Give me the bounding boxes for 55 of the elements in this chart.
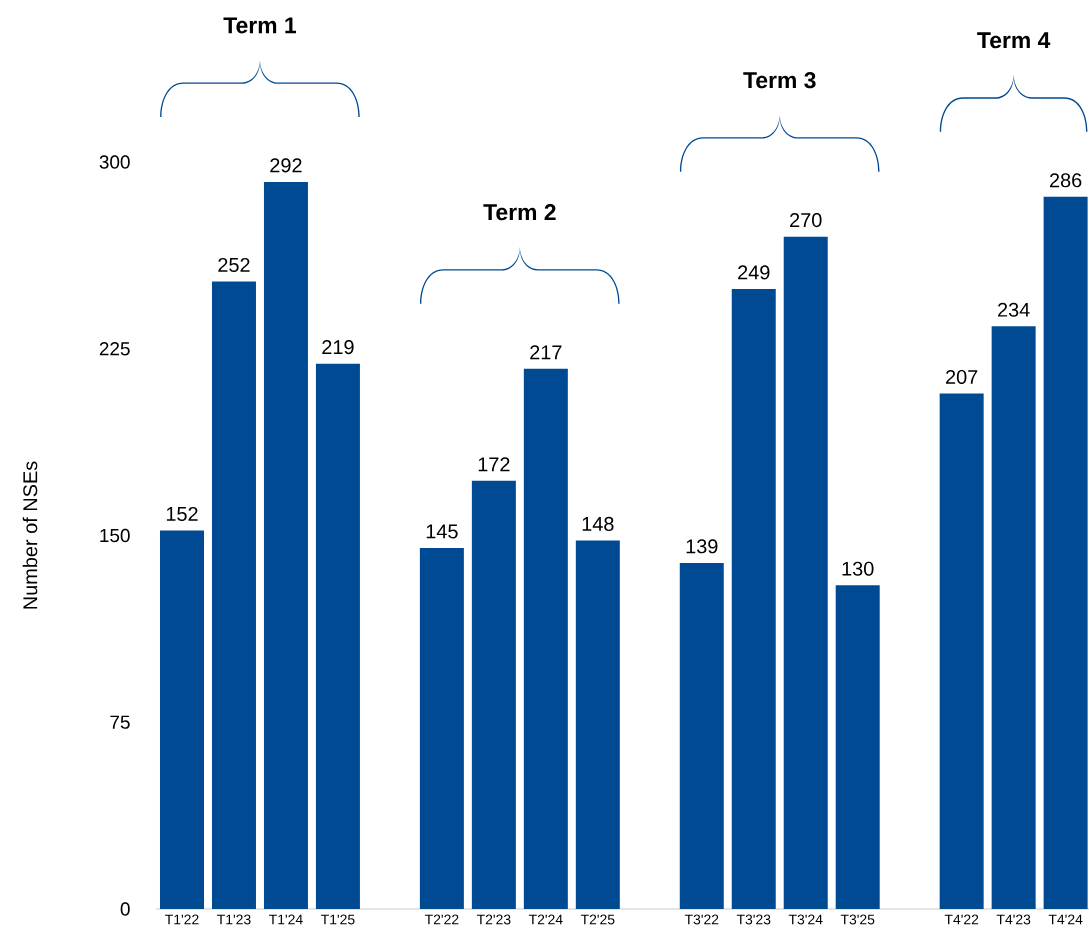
text: Term 3 [743, 72, 816, 89]
data-label: 139 [686, 539, 718, 554]
x-tick-label: T1'25 [321, 914, 355, 925]
x-tick-label: T4'24 [1048, 914, 1083, 925]
x-tick-label: T2'24 [528, 914, 563, 925]
bar [1043, 196, 1088, 909]
bar [471, 480, 516, 909]
x-tick-label: T2'25 [580, 914, 615, 925]
data-label: 152 [166, 506, 198, 521]
text: Term 1 [223, 17, 297, 34]
data-label: 130 [842, 561, 874, 576]
y-axis-title: Number of NSEs [22, 461, 38, 609]
y-tick-label: 0 [120, 902, 130, 916]
data-label: 217 [530, 345, 562, 360]
data-label: 292 [270, 158, 302, 173]
x-tick-label: T3'22 [684, 914, 719, 925]
x-tick-label: T2'22 [424, 914, 459, 925]
bar [991, 326, 1036, 909]
x-tick-label: T3'23 [736, 914, 771, 925]
data-label: 145 [426, 524, 458, 539]
y-tick-label: 150 [100, 528, 130, 543]
data-label: 219 [322, 340, 354, 355]
data-label: 234 [998, 302, 1030, 317]
bar [211, 281, 256, 909]
text: Term 4 [977, 32, 1051, 49]
data-label: 148 [582, 516, 614, 531]
y-tick-label: 300 [99, 155, 130, 169]
data-label: 252 [218, 257, 250, 272]
bar [419, 547, 464, 909]
x-tick-label: T4'23 [996, 914, 1031, 925]
data-label: 249 [738, 265, 770, 280]
x-tick-label: T4'22 [944, 914, 979, 925]
x-tick-label: T1'22 [165, 914, 199, 925]
bar [159, 530, 204, 909]
data-label: 207 [946, 369, 978, 385]
x-tick-label: T1'24 [269, 914, 303, 925]
x-tick-label: T3'25 [840, 914, 875, 925]
bar [575, 540, 620, 909]
data-label: 286 [1050, 173, 1082, 188]
bar [263, 181, 308, 909]
bar [835, 585, 880, 909]
x-tick-label: T3'24 [788, 914, 823, 925]
bar [523, 368, 568, 909]
data-label: 172 [478, 457, 510, 472]
bar [731, 288, 776, 909]
bar [679, 562, 724, 909]
annotation: Term 2 [483, 204, 556, 221]
bar [939, 393, 984, 909]
x-tick-label: T1'23 [217, 914, 251, 925]
bar [315, 363, 360, 909]
y-tick-label: 225 [99, 342, 130, 356]
bar [783, 236, 828, 909]
x-tick-label: T2'23 [476, 914, 511, 925]
data-label: 270 [790, 213, 822, 228]
y-tick-label: 75 [110, 715, 130, 729]
